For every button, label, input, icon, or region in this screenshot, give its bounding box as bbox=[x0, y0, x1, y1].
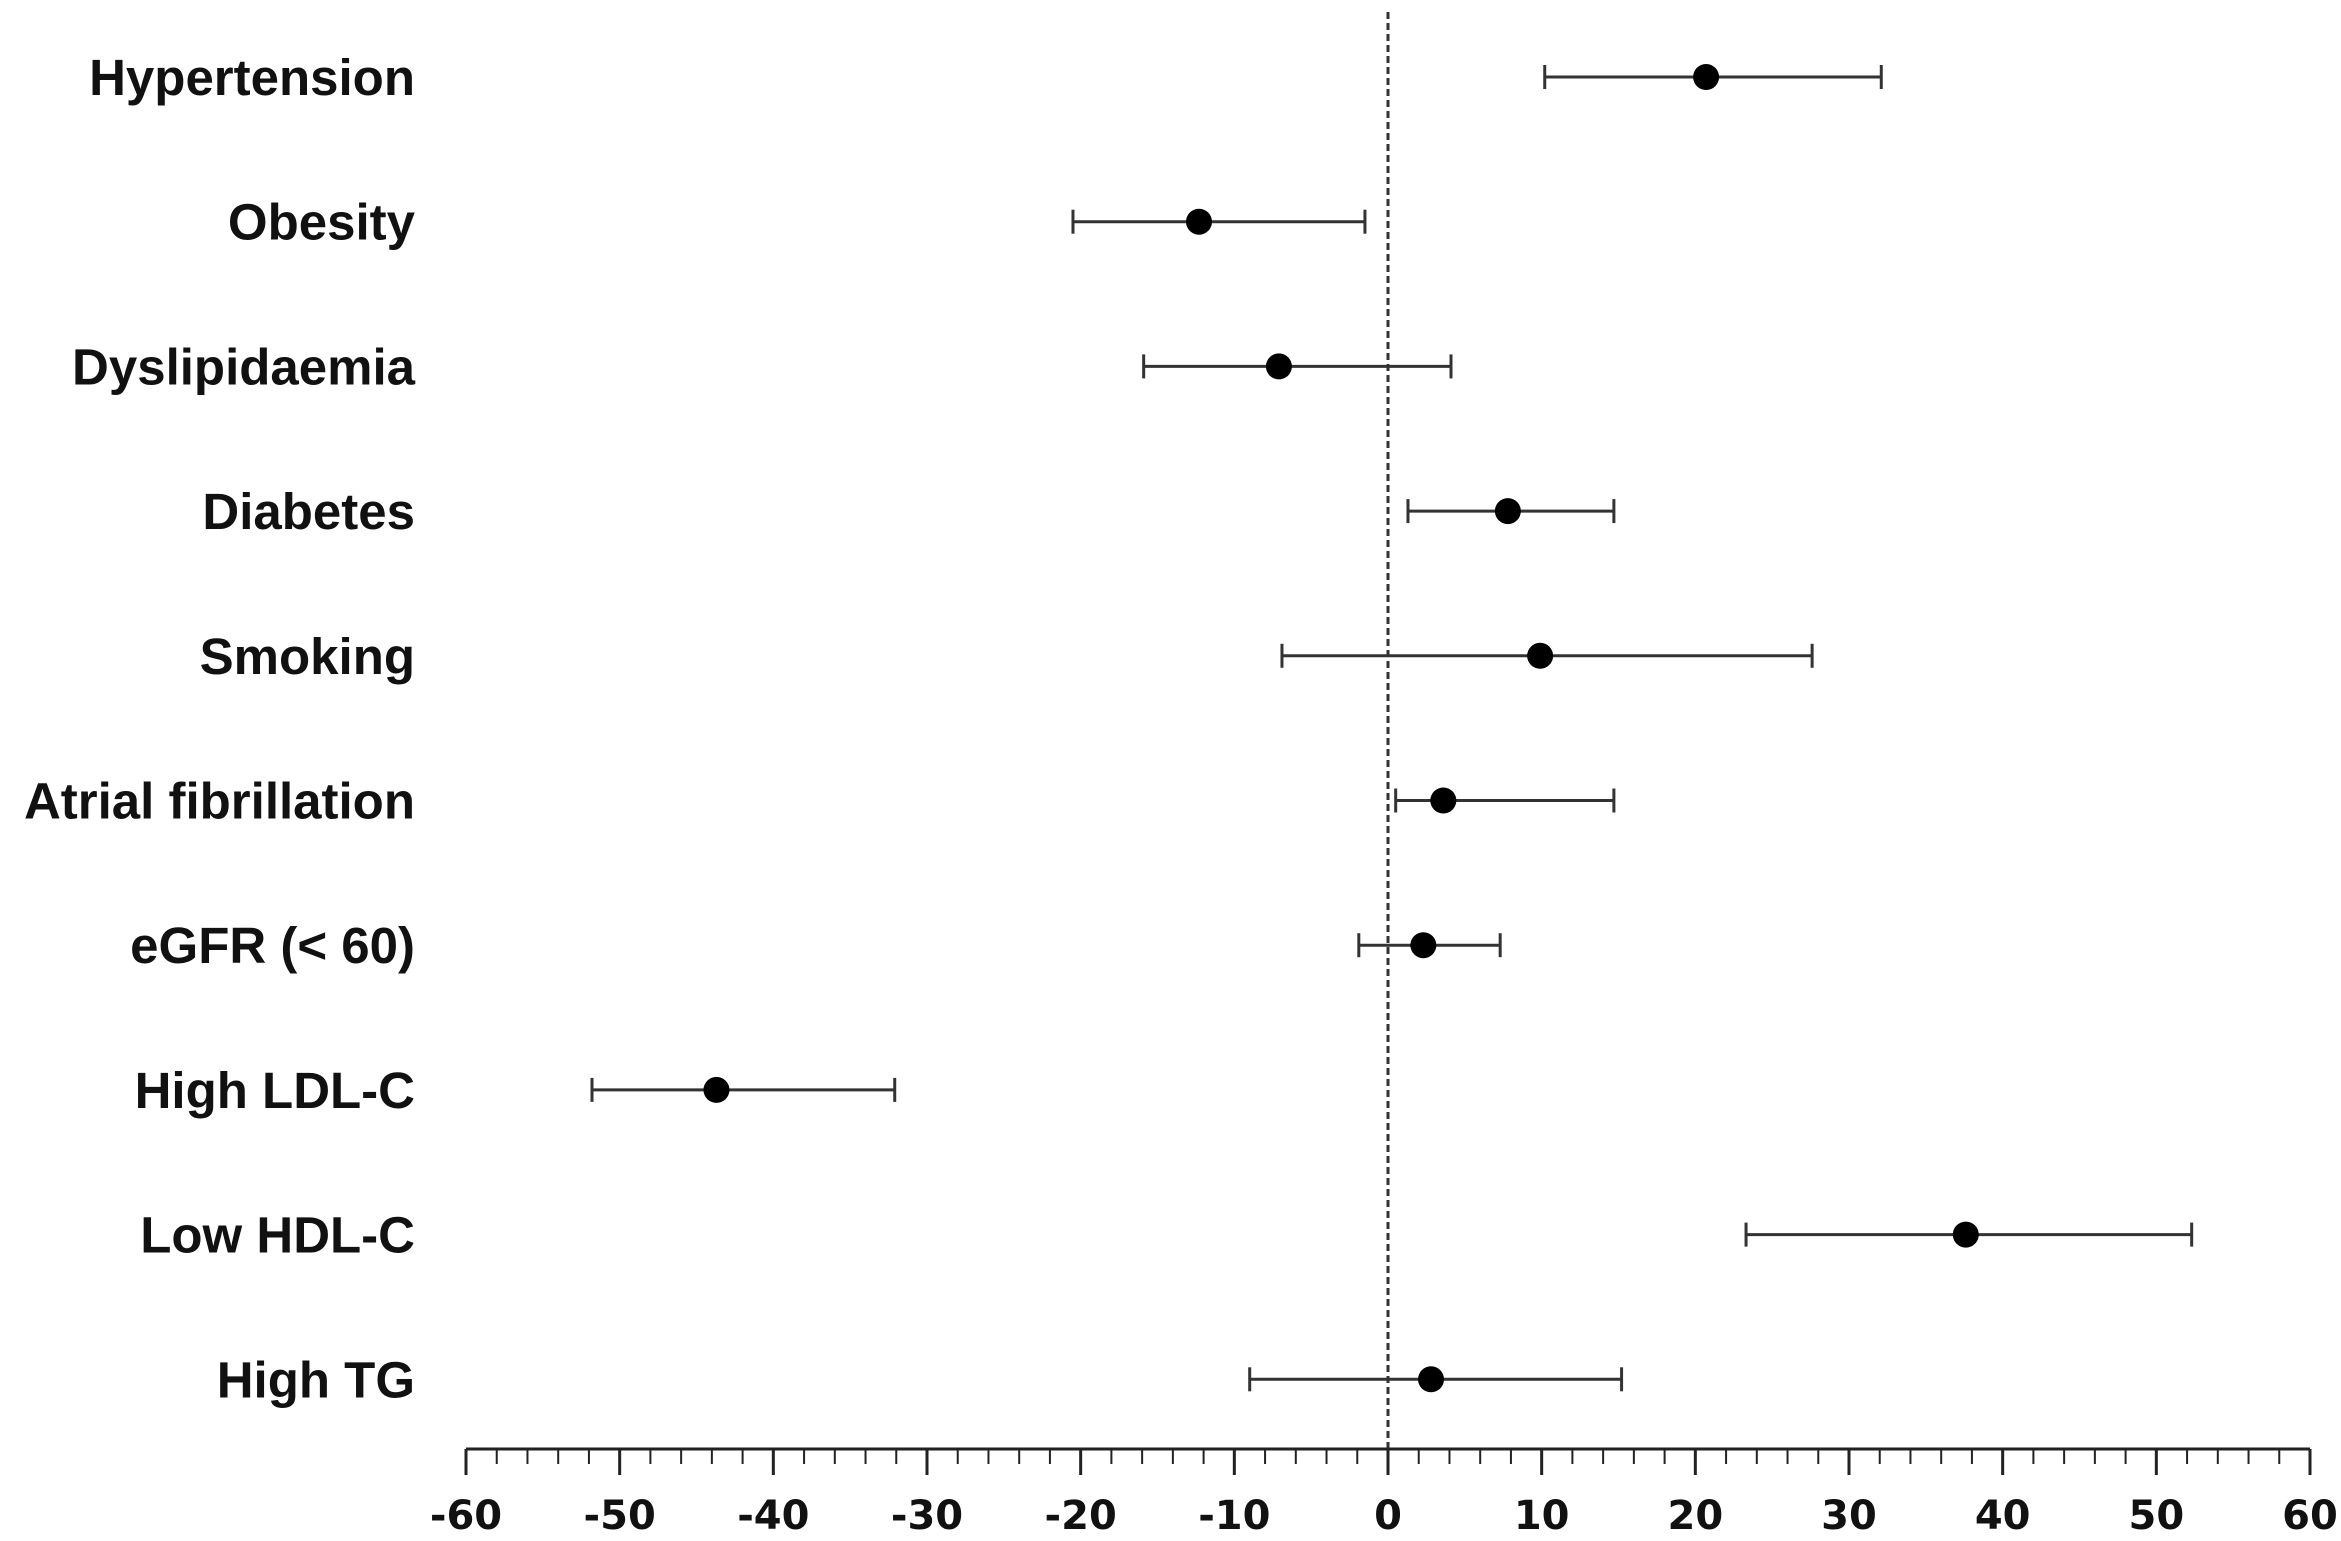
point-estimate bbox=[1185, 208, 1212, 235]
x-tick-label: 30 bbox=[1821, 1493, 1877, 1539]
point-estimate bbox=[1410, 932, 1437, 959]
x-tick-label: 60 bbox=[2282, 1493, 2338, 1539]
point-estimate bbox=[1494, 498, 1521, 525]
x-tick-label: -50 bbox=[584, 1493, 656, 1539]
point-estimates bbox=[703, 64, 1979, 1393]
point-estimate bbox=[703, 1076, 730, 1103]
point-estimate bbox=[1952, 1221, 1979, 1248]
category-label: High LDL-C bbox=[135, 1062, 415, 1119]
x-tick-label: 40 bbox=[1975, 1493, 2031, 1539]
category-label: Dyslipidaemia bbox=[72, 338, 416, 395]
category-label: Low HDL-C bbox=[140, 1207, 415, 1264]
x-axis: -60 -50 -40 -30 -20 -10 0 10 20 30 40 50 60 bbox=[430, 1447, 2338, 1539]
x-tick-label: 20 bbox=[1667, 1493, 1723, 1539]
category-label: Hypertension bbox=[89, 49, 415, 106]
x-tick-label: -30 bbox=[891, 1493, 963, 1539]
x-tick-label: 0 bbox=[1374, 1493, 1402, 1539]
x-tick-label: -10 bbox=[1198, 1493, 1270, 1539]
category-label: High TG bbox=[217, 1351, 415, 1408]
category-label: eGFR (< 60) bbox=[130, 917, 415, 974]
category-label: Smoking bbox=[200, 628, 415, 685]
category-label: Obesity bbox=[228, 194, 416, 251]
x-tick-label: -60 bbox=[430, 1493, 502, 1539]
point-estimate bbox=[1527, 642, 1554, 669]
x-tick-label: 50 bbox=[2128, 1493, 2184, 1539]
confidence-intervals bbox=[590, 65, 2194, 1392]
category-label: Diabetes bbox=[202, 483, 415, 540]
x-tick-label: -20 bbox=[1045, 1493, 1117, 1539]
point-estimate bbox=[1265, 353, 1292, 380]
x-tick-label: 10 bbox=[1514, 1493, 1570, 1539]
point-estimate bbox=[1430, 787, 1457, 814]
x-tick-label: -40 bbox=[737, 1493, 809, 1539]
point-estimate bbox=[1418, 1366, 1445, 1393]
point-estimate bbox=[1693, 64, 1720, 90]
category-label: Atrial fibrillation bbox=[24, 773, 415, 830]
category-labels: Hypertension Obesity Dyslipidaemia Diabetes… bbox=[24, 49, 416, 1408]
